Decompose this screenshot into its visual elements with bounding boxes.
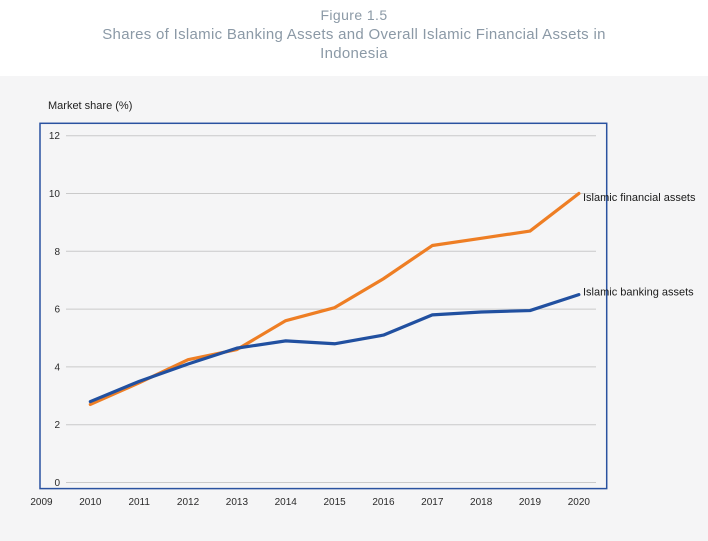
x-tick-label: 2018 [470, 497, 493, 508]
figure-number: Figure 1.5 [320, 7, 388, 23]
x-tick-label: 2011 [128, 497, 150, 508]
y-tick-label: 4 [54, 362, 60, 373]
x-tick-label: 2009 [30, 497, 53, 508]
series-label-islamic-financial-assets: Islamic financial assets [583, 192, 696, 204]
figure-title-line2: Indonesia [320, 45, 388, 62]
x-tick-label: 2015 [323, 497, 346, 508]
x-tick-label: 2014 [275, 497, 298, 508]
series-label-islamic-banking-assets: Islamic banking assets [583, 287, 694, 299]
y-tick-label: 0 [54, 478, 60, 489]
x-tick-label: 2013 [226, 497, 249, 508]
x-tick-label: 2017 [421, 497, 444, 508]
y-tick-label: 6 [54, 305, 60, 316]
y-tick-label: 8 [54, 247, 60, 258]
x-tick-label: 2020 [568, 497, 591, 508]
y-axis-title: Market share (%) [48, 100, 133, 112]
figure-header: Figure 1.5 Shares of Islamic Banking Ass… [0, 0, 708, 76]
x-tick-label: 2010 [79, 497, 102, 508]
series-line-islamic-financial-assets [88, 191, 581, 407]
x-tick-label: 2019 [519, 497, 542, 508]
series-line-islamic-banking-assets [88, 293, 581, 404]
figure-title-line1: Shares of Islamic Banking Assets and Ove… [102, 26, 606, 43]
x-tick-label: 2016 [372, 497, 395, 508]
plot-border [39, 122, 608, 490]
y-tick-label: 2 [54, 420, 60, 431]
x-tick-label: 2012 [177, 497, 200, 508]
y-tick-label: 12 [49, 131, 61, 142]
y-tick-label: 10 [49, 189, 61, 200]
